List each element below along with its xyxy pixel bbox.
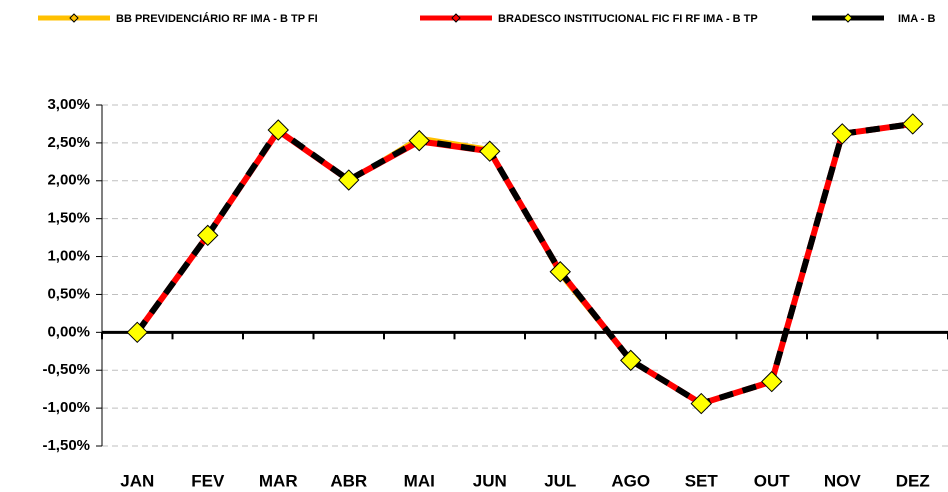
marker: [267, 119, 289, 141]
y-tick-label: 2,00%: [47, 172, 90, 189]
y-tick-label: 0,50%: [47, 285, 90, 302]
y-tick-label: 3,00%: [47, 96, 90, 113]
y-tick-label: 1,00%: [47, 248, 90, 265]
marker: [549, 261, 571, 283]
y-tick-label: 0,00%: [47, 323, 90, 340]
y-tick-label: 2,50%: [47, 134, 90, 151]
marker: [338, 169, 360, 191]
x-tick-label: ABR: [330, 471, 367, 490]
marker: [902, 113, 924, 135]
marker: [479, 140, 501, 162]
marker: [126, 321, 148, 344]
x-tick-label: MAI: [404, 471, 435, 490]
x-tick-label: SET: [685, 471, 719, 490]
x-tick-label: JUL: [544, 471, 576, 490]
legend-label: BB PREVIDENCIÁRIO RF IMA - B TP FI: [116, 12, 318, 25]
marker: [761, 370, 783, 393]
legend-marker: [69, 13, 79, 23]
legend-label: BRADESCO INSTITUCIONAL FIC FI RF IMA - B…: [498, 13, 758, 25]
x-tick-label: DEZ: [896, 471, 930, 490]
marker: [831, 123, 853, 145]
y-tick-label: -1,00%: [42, 399, 90, 416]
marker: [620, 349, 642, 372]
x-tick-label: AGO: [611, 471, 650, 490]
x-tick-label: NOV: [824, 471, 862, 490]
legend-marker: [451, 13, 461, 23]
x-tick-label: JUN: [473, 471, 507, 490]
x-tick-label: MAR: [259, 471, 298, 490]
marker: [408, 129, 430, 152]
legend-marker: [843, 13, 853, 23]
marker: [197, 224, 219, 247]
y-tick-label: -0,50%: [42, 361, 90, 378]
marker: [690, 392, 712, 415]
x-tick-label: FEV: [191, 471, 225, 490]
y-tick-label: -1,50%: [42, 437, 90, 454]
legend-label: IMA - B: [898, 13, 936, 25]
series-line: [134, 120, 914, 407]
y-tick-label: 1,50%: [47, 210, 90, 227]
x-tick-label: JAN: [120, 471, 154, 490]
x-tick-label: OUT: [754, 471, 791, 490]
